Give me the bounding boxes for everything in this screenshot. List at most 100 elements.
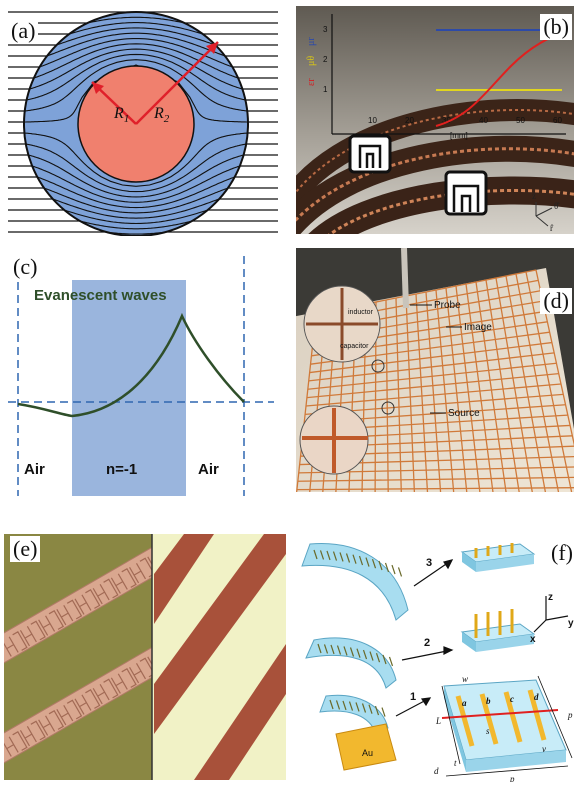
svg-text:μr: μr bbox=[306, 37, 317, 46]
split-ring bbox=[74, 688, 101, 715]
sheet-bar bbox=[391, 564, 396, 575]
svg-text:60: 60 bbox=[553, 116, 562, 125]
sheet-bar bbox=[317, 643, 322, 654]
panel-d: Probe Image Source inductor capacitor (d… bbox=[296, 248, 574, 492]
flat-slab-3 bbox=[460, 543, 536, 572]
grid-lens-photo: Probe Image Source inductor capacitor bbox=[296, 248, 574, 492]
flow-line bbox=[87, 16, 185, 24]
split-ring bbox=[19, 720, 46, 747]
sheet-bar bbox=[349, 647, 355, 657]
split-ring bbox=[38, 709, 65, 736]
field-curve bbox=[17, 312, 245, 418]
sheet-bar bbox=[369, 651, 374, 661]
svg-text:p: p bbox=[509, 774, 515, 782]
flow-line bbox=[27, 53, 245, 101]
svg-text:s: s bbox=[486, 726, 490, 736]
flow-line bbox=[53, 198, 219, 219]
svg-text:2: 2 bbox=[424, 637, 430, 649]
sheet-bar bbox=[375, 652, 381, 663]
sheet-bar bbox=[319, 550, 325, 560]
svg-text:Au: Au bbox=[362, 748, 373, 758]
svg-text:3: 3 bbox=[323, 25, 328, 34]
grid-line bbox=[308, 352, 555, 382]
sheet-bar bbox=[323, 644, 329, 654]
sheet-bar bbox=[336, 645, 342, 655]
flow-line bbox=[25, 132, 247, 187]
panel-b: 10 20 30 40 50 60 [mm] 1 2 3 εr μθ μr bbox=[296, 6, 574, 234]
flow-line bbox=[69, 22, 203, 35]
cloak-diagram: R1 R2 bbox=[8, 11, 278, 236]
svg-text:a: a bbox=[462, 698, 467, 708]
split-ring bbox=[92, 578, 119, 605]
panel-f: Au 3 2 1 bbox=[296, 520, 578, 782]
sheet-bar bbox=[326, 550, 331, 561]
split-ring bbox=[129, 557, 155, 584]
au-substrate bbox=[335, 723, 397, 771]
sheet-bar bbox=[362, 649, 368, 660]
flow-line bbox=[39, 37, 233, 68]
svg-text:20: 20 bbox=[405, 116, 414, 125]
flow-line bbox=[45, 187, 227, 214]
sheet-bar bbox=[332, 551, 338, 561]
d-arrows bbox=[410, 304, 462, 414]
svg-text:d: d bbox=[434, 766, 439, 776]
svg-text:40: 40 bbox=[479, 116, 488, 125]
flow-line bbox=[25, 59, 247, 112]
flow-line bbox=[25, 64, 247, 123]
step-labels: 3 2 1 bbox=[410, 557, 432, 703]
svg-text:b: b bbox=[486, 696, 491, 706]
wire-strips bbox=[154, 534, 286, 780]
sheet-bars bbox=[313, 549, 403, 717]
grid-line bbox=[296, 487, 574, 491]
panel-b-label: (b) bbox=[540, 14, 572, 40]
split-ring bbox=[110, 567, 137, 594]
grid-line bbox=[297, 476, 574, 482]
svg-text:v: v bbox=[542, 744, 546, 754]
evanescent-title: Evanescent waves bbox=[34, 287, 167, 304]
svg-text:2: 2 bbox=[323, 55, 328, 64]
svg-text:1: 1 bbox=[323, 85, 328, 94]
region-air-right: Air bbox=[198, 461, 219, 478]
sheet-bar bbox=[365, 557, 370, 567]
flow-line bbox=[29, 154, 243, 198]
sheet-bar bbox=[378, 560, 383, 571]
flow-line bbox=[33, 43, 239, 79]
r1-arrowhead bbox=[92, 82, 104, 94]
sheet-bar bbox=[384, 562, 390, 573]
region-air-left: Air bbox=[24, 461, 45, 478]
sheet-bar bbox=[335, 700, 341, 710]
svg-text:y: y bbox=[568, 618, 574, 629]
split-ring bbox=[129, 657, 155, 684]
flow-line bbox=[29, 48, 243, 90]
sheet-bar bbox=[345, 553, 351, 563]
sheet-bar bbox=[342, 700, 347, 711]
svg-text:10: 10 bbox=[368, 116, 377, 125]
sheet-bar bbox=[361, 703, 367, 713]
capacitor-label: capacitor bbox=[340, 343, 369, 350]
inductor-label: inductor bbox=[348, 309, 374, 316]
r2-arrowhead bbox=[206, 42, 218, 54]
sheet-bar bbox=[356, 648, 361, 658]
r2-arrow bbox=[135, 41, 219, 125]
flow-lines bbox=[25, 16, 247, 235]
sheet-bar bbox=[382, 654, 387, 665]
split-ring bbox=[56, 699, 83, 726]
curved-sheets: Au bbox=[301, 543, 409, 771]
probe-label: Probe bbox=[434, 300, 461, 311]
sheet-bar bbox=[329, 699, 334, 710]
grid-line bbox=[306, 372, 559, 399]
split-ring bbox=[56, 599, 83, 626]
axis-labels: z y x bbox=[530, 592, 574, 645]
evanescent-plot: Evanescent waves Air n=-1 Air bbox=[8, 256, 274, 496]
svg-text:t: t bbox=[454, 758, 457, 768]
svg-text:μθ: μθ bbox=[306, 56, 317, 66]
sheet-bar bbox=[371, 558, 377, 569]
sheet-bar bbox=[343, 646, 348, 656]
grid-line bbox=[307, 362, 557, 390]
sheet-bar bbox=[330, 644, 335, 655]
split-ring bbox=[4, 730, 28, 757]
region-slab: n=-1 bbox=[106, 461, 137, 478]
sheet-bar bbox=[348, 701, 354, 711]
panel-e-label: (e) bbox=[10, 536, 41, 562]
svg-text:1: 1 bbox=[410, 691, 416, 703]
